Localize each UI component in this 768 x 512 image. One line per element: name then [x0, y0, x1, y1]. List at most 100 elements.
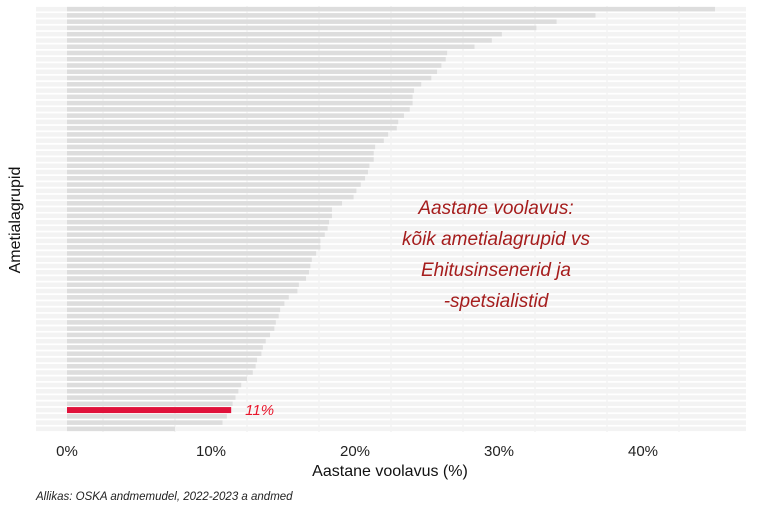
bar	[67, 232, 325, 237]
bar	[67, 138, 384, 143]
row-track	[36, 282, 746, 288]
row-track	[36, 395, 746, 400]
row-track	[36, 363, 746, 369]
bar	[67, 395, 236, 400]
bar	[67, 150, 374, 156]
bar	[67, 313, 279, 319]
row-track	[36, 132, 746, 137]
row-track	[36, 269, 746, 275]
x-axis-title: Aastane voolavus (%)	[312, 463, 468, 480]
row-track	[36, 169, 746, 175]
bar	[67, 31, 502, 37]
row-track	[36, 157, 746, 162]
bar	[67, 282, 299, 288]
row-track	[36, 338, 746, 344]
bar	[67, 351, 262, 356]
row-track	[36, 257, 746, 262]
bar	[67, 213, 332, 219]
bar	[67, 113, 404, 118]
annotation: Aastane voolavus: kõik ametialagrupid vs…	[402, 198, 590, 312]
bar	[67, 389, 239, 394]
bar	[67, 345, 263, 350]
bar	[67, 414, 227, 419]
row-track	[36, 238, 746, 244]
row-track	[36, 301, 746, 306]
highlight-bar	[67, 407, 232, 414]
row-track	[36, 401, 746, 407]
x-tick-label: 20%	[340, 443, 370, 460]
bar	[67, 163, 370, 169]
bar	[67, 157, 374, 162]
row-track	[36, 376, 746, 382]
bar	[67, 63, 442, 68]
bar	[67, 107, 410, 112]
bar	[67, 207, 332, 212]
bar	[67, 182, 361, 187]
bar	[67, 338, 266, 344]
bar	[67, 357, 258, 363]
source-caption: Allikas: OSKA andmemudel, 2022-2023 a an…	[35, 491, 293, 503]
row-track	[36, 288, 746, 294]
bar	[67, 88, 415, 93]
row-track	[36, 332, 746, 338]
bar	[67, 320, 276, 325]
row-track	[36, 207, 746, 212]
bar	[67, 19, 557, 24]
bar	[67, 69, 438, 75]
bar	[67, 176, 366, 181]
bar	[67, 332, 271, 338]
row-track	[36, 357, 746, 363]
x-tick-label: 30%	[484, 443, 514, 460]
row-track	[36, 232, 746, 237]
row-track	[36, 219, 746, 225]
x-tick-label: 0%	[56, 443, 78, 460]
annotation-line-2: kõik ametialagrupid vs	[402, 229, 590, 250]
row-track	[36, 295, 746, 300]
bar	[67, 226, 328, 231]
bar	[67, 144, 376, 150]
x-tick-labels: 0% 10% 20% 30% 40%	[56, 443, 658, 460]
row-track	[36, 382, 746, 388]
row-track	[36, 144, 746, 150]
bar	[67, 326, 275, 331]
bar	[67, 169, 368, 175]
row-track	[36, 201, 746, 206]
annotation-line-1: Aastane voolavus:	[417, 198, 573, 219]
bar	[67, 44, 475, 49]
bars	[36, 6, 746, 432]
bar	[67, 382, 242, 388]
bar	[67, 257, 312, 262]
row-track	[36, 244, 746, 250]
bar	[67, 263, 311, 269]
row-track	[36, 138, 746, 143]
row-track	[36, 426, 746, 432]
bar	[67, 125, 397, 131]
bar	[67, 75, 432, 81]
row-track	[36, 150, 746, 156]
bar	[67, 288, 298, 294]
bar	[67, 376, 247, 382]
bar	[67, 38, 492, 43]
bar	[67, 132, 389, 137]
bar	[67, 370, 253, 375]
bar	[67, 82, 422, 87]
row-track	[36, 251, 746, 256]
bar	[67, 420, 223, 425]
row-track	[36, 420, 746, 425]
bar	[67, 276, 307, 281]
bar	[67, 25, 537, 31]
bar	[67, 201, 343, 206]
bar	[67, 307, 281, 313]
row-track	[36, 307, 746, 313]
bar	[67, 401, 233, 407]
highlight-label: 11%	[245, 402, 274, 419]
bar	[67, 94, 413, 100]
bar	[67, 50, 448, 56]
bar	[67, 301, 285, 306]
row-track	[36, 320, 746, 325]
row-track	[36, 414, 746, 419]
bar	[67, 244, 321, 250]
row-track	[36, 345, 746, 350]
row-track	[36, 313, 746, 319]
